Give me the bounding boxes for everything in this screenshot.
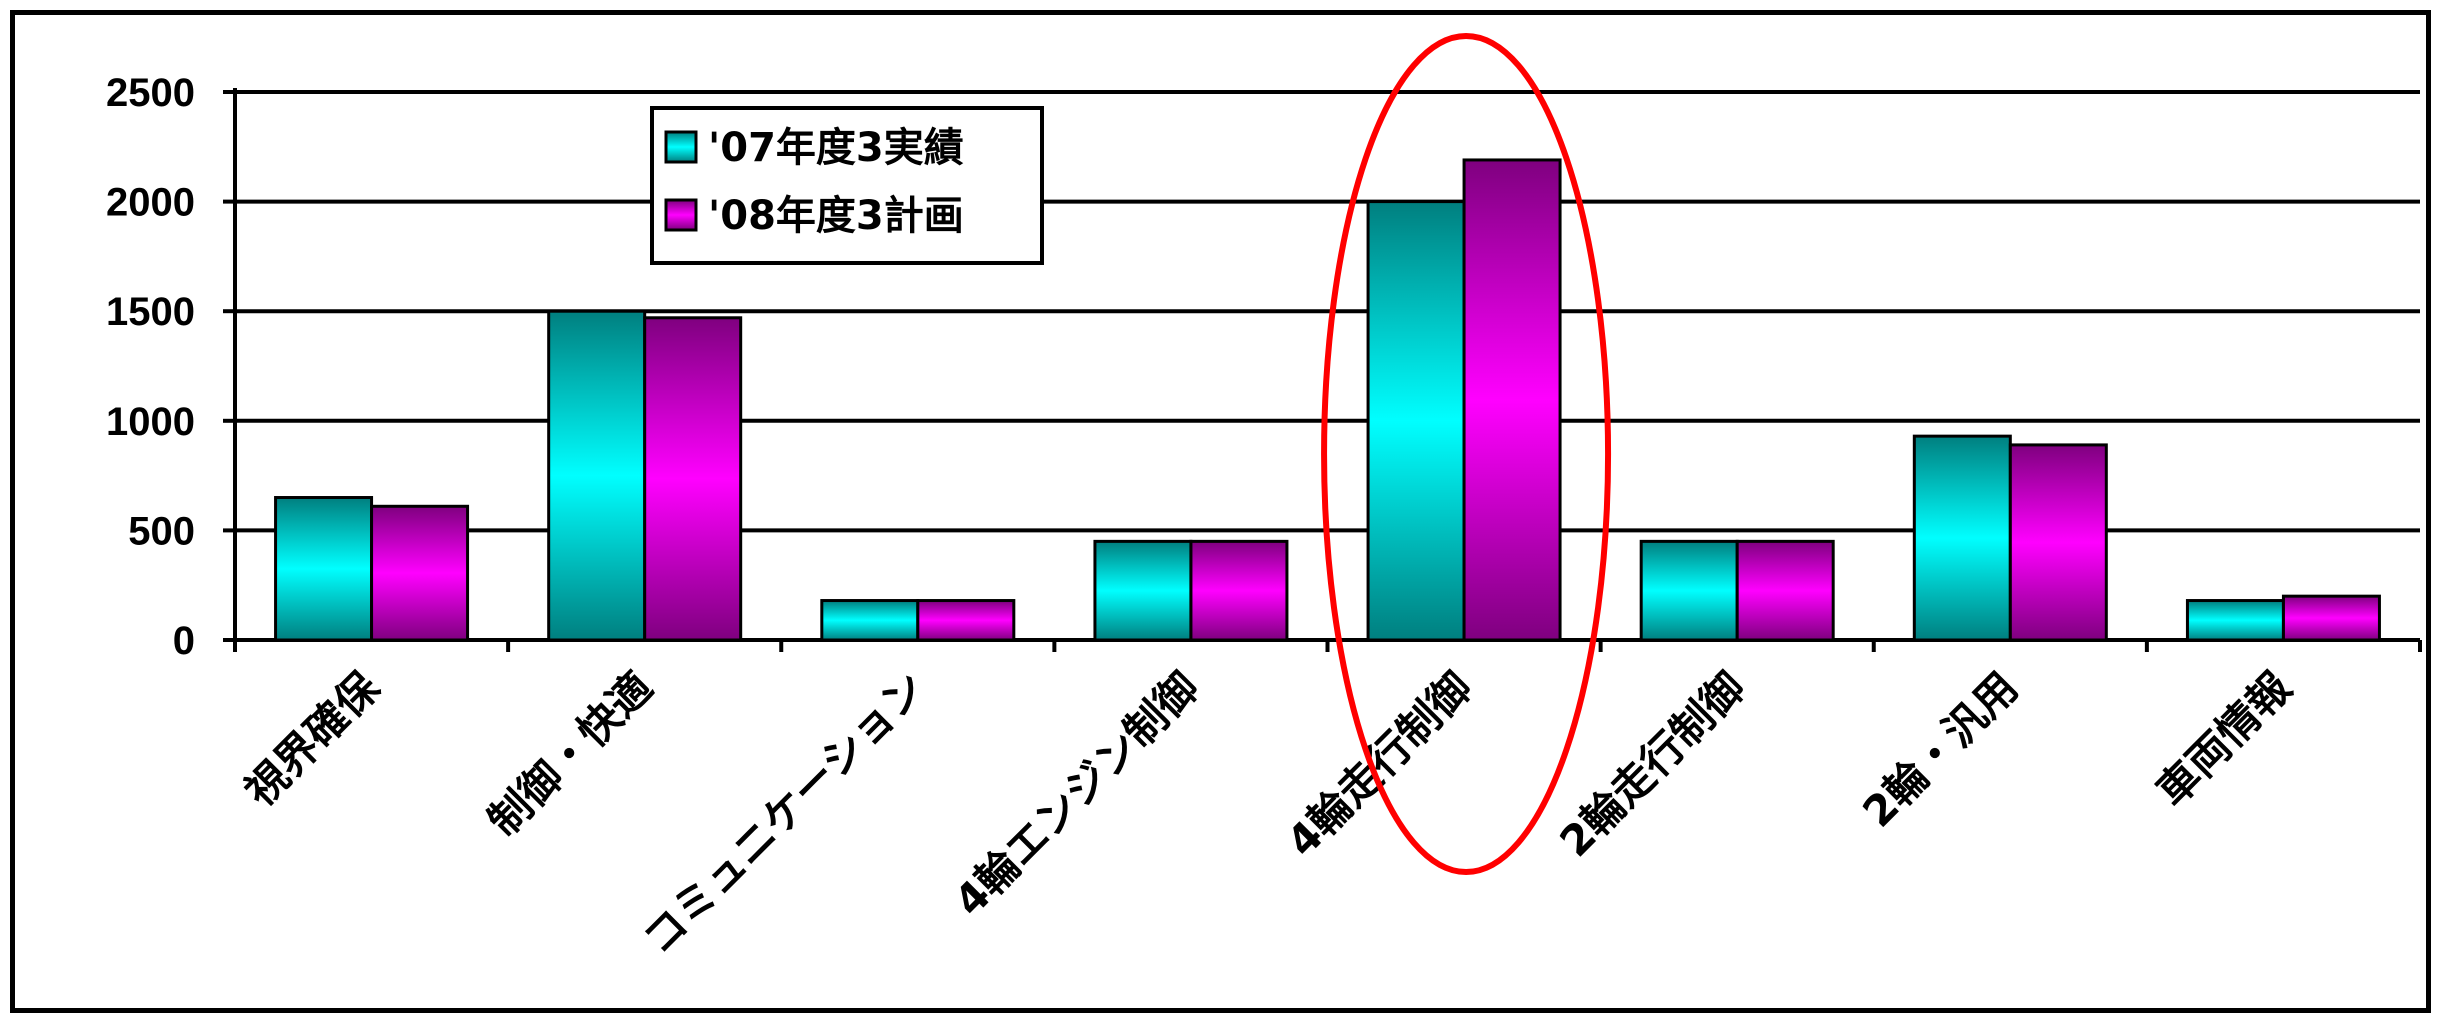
bar-series2-2 [643, 316, 743, 642]
y-tick-label: 1500 [106, 290, 195, 334]
category-label: コミュニケーション [634, 662, 935, 963]
bar-series2-1 [370, 504, 470, 642]
bar-series2-8 [2281, 594, 2381, 642]
bar-series2-7 [2008, 443, 2108, 642]
bar-series2-4 [1189, 539, 1289, 642]
bar-series1-7 [1912, 434, 2012, 642]
category-label: 車両情報 [2147, 662, 2300, 815]
category-label: 視界確保 [235, 662, 389, 816]
bar-series1-1 [274, 496, 374, 642]
category-label: 制御・快適 [479, 662, 662, 845]
bar-series2-3 [916, 599, 1016, 642]
category-label: 4輪走行制御 [1277, 662, 1481, 866]
legend-label-series2: '08年度3計画 [708, 193, 964, 239]
bars [274, 158, 2381, 642]
bar-series1-2 [547, 309, 647, 642]
bar-series1-4 [1093, 539, 1193, 642]
legend-label-series1: '07年度3実績 [708, 125, 964, 171]
y-tick-label: 1000 [106, 400, 195, 444]
bar-series1-5 [1366, 200, 1466, 642]
bar-series2-6 [1735, 539, 1835, 642]
y-tick-label: 500 [128, 509, 195, 553]
annotation [1321, 33, 1612, 875]
highlight-ellipse [1321, 33, 1612, 875]
bar-series1-6 [1639, 539, 1739, 642]
bar-series1-3 [820, 599, 920, 642]
y-tick-label: 2000 [106, 181, 195, 225]
y-tick-label: 2500 [106, 71, 195, 115]
y-tick-label: 0 [173, 619, 195, 663]
category-label: 4輪エンジン制御 [945, 662, 1208, 925]
legend-swatch-series1 [664, 130, 698, 164]
bar-series1-8 [2185, 599, 2285, 642]
category-label: 2輪・汎用 [1853, 662, 2027, 836]
y-tick-labels: 0 500 1000 1500 2000 2500 [106, 71, 195, 663]
legend-box [650, 106, 1044, 265]
legend: '07年度3実績 '08年度3計画 [650, 106, 1044, 265]
legend-swatch-series2 [664, 198, 698, 232]
bar-series2-5 [1462, 158, 1562, 642]
